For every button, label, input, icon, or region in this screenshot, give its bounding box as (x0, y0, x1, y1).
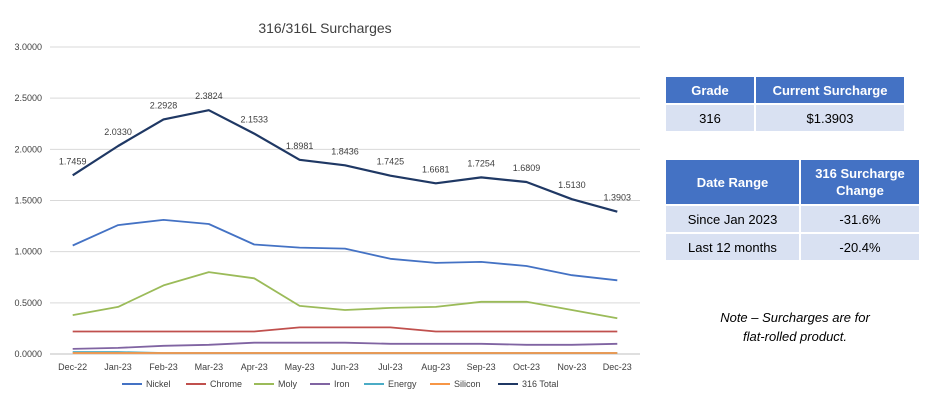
y-tick-label: 2.0000 (14, 144, 42, 154)
header-date-range: Date Range (664, 158, 801, 206)
x-tick-label: Dec-22 (58, 362, 87, 372)
chart-title: 316/316L Surcharges (258, 20, 391, 36)
data-label: 2.0330 (104, 127, 132, 137)
surcharge-value: $1.3903 (754, 103, 906, 133)
series-lines (72, 109, 618, 354)
x-tick-label: Sep-23 (467, 362, 496, 372)
range-cell: Last 12 months (664, 232, 801, 262)
table-row: Since Jan 2023 -31.6% (664, 204, 921, 234)
x-tick-label: Apr-23 (241, 362, 268, 372)
data-label: 1.7459 (59, 156, 87, 166)
x-tick-label: Feb-23 (149, 362, 178, 372)
change-cell: -31.6% (799, 204, 921, 234)
legend-item: Chrome (210, 379, 242, 389)
x-tick-label: Aug-23 (421, 362, 450, 372)
data-label: 1.7254 (467, 158, 495, 168)
legend-item: Silicon (454, 379, 481, 389)
data-label: 1.6809 (513, 163, 541, 173)
x-tick-label: Dec-23 (603, 362, 632, 372)
current-surcharge-table: Grade Current Surcharge 316 $1.3903 (664, 75, 906, 133)
gridlines (50, 46, 640, 355)
note-line-1: Note – Surcharges are for (720, 310, 870, 325)
x-tick-label: Jan-23 (104, 362, 132, 372)
data-label: 1.7425 (377, 157, 405, 167)
surcharge-line-chart: 316/316L Surcharges 0.0000 0.5000 1.0000 1.… (14, 20, 640, 389)
data-label: 2.3824 (195, 91, 223, 101)
table-row: 316 $1.3903 (664, 103, 906, 133)
table-header-row: Grade Current Surcharge (664, 75, 906, 105)
series-line-chrome (72, 326, 618, 333)
series-line-iron (72, 341, 618, 350)
y-tick-label: 0.0000 (14, 349, 42, 359)
data-label: 1.5130 (558, 180, 586, 190)
x-tick-label: Nov-23 (557, 362, 586, 372)
surcharge-change-table: Date Range 316 Surcharge Change Since Ja… (664, 158, 921, 262)
x-tick-label: May-23 (285, 362, 315, 372)
y-axis-ticks: 0.0000 0.5000 1.0000 1.5000 2.0000 2.5000 3.00… (14, 42, 42, 359)
data-label: 1.3903 (604, 193, 632, 203)
legend-item: Iron (334, 379, 350, 389)
series-line-moly (72, 271, 618, 320)
header-grade: Grade (664, 75, 756, 105)
data-label: 1.8436 (331, 146, 359, 156)
x-axis-ticks: Dec-22 Jan-23 Feb-23 Mar-23 Apr-23 May-23 Jun-… (58, 362, 632, 372)
x-tick-label: Jun-23 (331, 362, 359, 372)
series-line-nickel (72, 218, 618, 282)
y-tick-label: 1.0000 (14, 247, 42, 257)
legend-item: Energy (388, 379, 417, 389)
header-surcharge-change: 316 Surcharge Change (799, 158, 921, 206)
y-tick-label: 2.5000 (14, 93, 42, 103)
header-current-surcharge: Current Surcharge (754, 75, 906, 105)
data-labels: 1.7459 2.0330 2.2928 2.3824 2.1533 1.8981 1.84… (59, 91, 631, 203)
legend: Nickel Chrome Moly Iron Energy Silicon 316 Tot… (122, 379, 558, 389)
data-label: 2.1533 (240, 115, 268, 125)
data-label: 2.2928 (150, 100, 178, 110)
grade-value: 316 (664, 103, 756, 133)
range-cell: Since Jan 2023 (664, 204, 801, 234)
legend-item: Nickel (146, 379, 171, 389)
surcharge-note: Note – Surcharges are for flat-rolled pr… (690, 308, 900, 346)
x-tick-label: Oct-23 (513, 362, 540, 372)
table-row: Last 12 months -20.4% (664, 232, 921, 262)
x-tick-label: Mar-23 (195, 362, 224, 372)
legend-item: Moly (278, 379, 298, 389)
y-tick-label: 1.5000 (14, 196, 42, 206)
data-label: 1.6681 (422, 164, 450, 174)
y-tick-label: 3.0000 (14, 42, 42, 52)
y-tick-label: 0.5000 (14, 298, 42, 308)
data-label: 1.8981 (286, 141, 314, 151)
x-tick-label: Jul-23 (378, 362, 403, 372)
legend-item: 316 Total (522, 379, 558, 389)
series-line-316-total (72, 109, 618, 213)
note-line-2: flat-rolled product. (742, 329, 848, 344)
change-cell: -20.4% (799, 232, 921, 262)
table-header-row: Date Range 316 Surcharge Change (664, 158, 921, 206)
